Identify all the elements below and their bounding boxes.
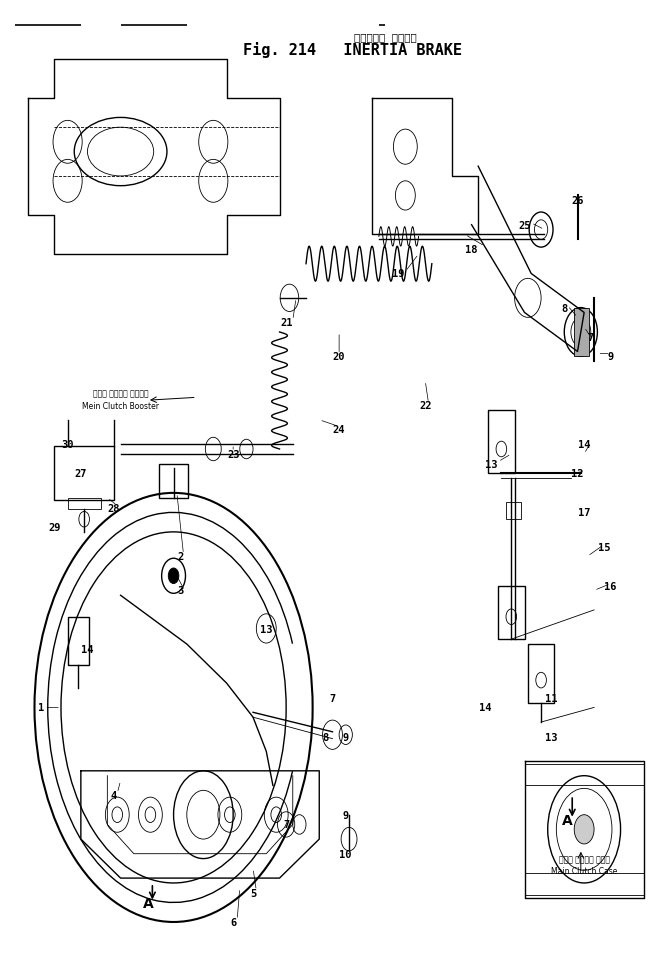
Bar (68, 617, 89, 665)
Text: 7: 7 (588, 332, 594, 343)
Text: 27: 27 (74, 469, 87, 479)
Text: Fig. 214   INERTIA BRAKE: Fig. 214 INERTIA BRAKE (243, 42, 462, 58)
Text: 2: 2 (177, 552, 184, 562)
Text: 28: 28 (108, 503, 120, 513)
Text: メイン クラッチ ケース: メイン クラッチ ケース (559, 854, 610, 864)
Text: 23: 23 (227, 449, 239, 459)
Text: A: A (561, 814, 573, 828)
Text: 25: 25 (518, 221, 531, 231)
Text: 13: 13 (545, 732, 557, 742)
Text: 18: 18 (465, 245, 478, 255)
Text: 7: 7 (329, 693, 336, 703)
Text: 13: 13 (485, 459, 497, 469)
Text: 3: 3 (177, 586, 184, 596)
Text: 24: 24 (333, 425, 345, 435)
Bar (506, 502, 521, 520)
Text: 30: 30 (61, 440, 74, 449)
Text: 5: 5 (250, 888, 256, 898)
Circle shape (574, 815, 594, 844)
Text: Main Clutch Case: Main Clutch Case (551, 866, 617, 874)
Bar (68, 498, 100, 510)
Text: Mein Clutch Booster: Mein Clutch Booster (82, 402, 159, 410)
Text: 1: 1 (38, 702, 45, 712)
Text: 9: 9 (608, 352, 614, 361)
Text: A: A (143, 897, 154, 911)
Text: 17: 17 (578, 508, 591, 518)
Text: 15: 15 (598, 542, 610, 552)
Text: 6: 6 (230, 917, 236, 927)
Bar (525, 764, 644, 786)
Text: イナーシャ  ブレーキ: イナーシャ ブレーキ (354, 32, 417, 42)
Bar (55, 446, 114, 500)
Bar (498, 586, 525, 640)
Text: 14: 14 (578, 440, 591, 449)
Bar (574, 309, 589, 357)
Text: メイン クラッチ ブースタ: メイン クラッチ ブースタ (93, 389, 148, 398)
Text: 29: 29 (48, 523, 61, 532)
Text: 22: 22 (419, 401, 432, 410)
Text: 19: 19 (392, 270, 405, 279)
Text: 11: 11 (545, 693, 557, 703)
Text: 26: 26 (571, 196, 584, 206)
Text: 4: 4 (111, 790, 117, 800)
Text: 9: 9 (342, 732, 349, 742)
Circle shape (168, 569, 179, 584)
Bar (488, 410, 515, 474)
Text: 21: 21 (280, 318, 293, 328)
Text: 9: 9 (342, 810, 349, 820)
Text: 10: 10 (340, 849, 352, 859)
Text: 12: 12 (571, 469, 584, 479)
Bar (528, 645, 555, 702)
Bar (159, 464, 188, 498)
Text: 8: 8 (561, 303, 567, 314)
Text: 16: 16 (604, 581, 617, 591)
Text: 7: 7 (283, 820, 289, 829)
Text: 20: 20 (333, 352, 345, 361)
Bar (525, 873, 644, 895)
Text: 8: 8 (323, 732, 329, 742)
Text: 14: 14 (81, 644, 94, 655)
Text: 13: 13 (260, 624, 273, 635)
Text: 14: 14 (479, 702, 491, 712)
